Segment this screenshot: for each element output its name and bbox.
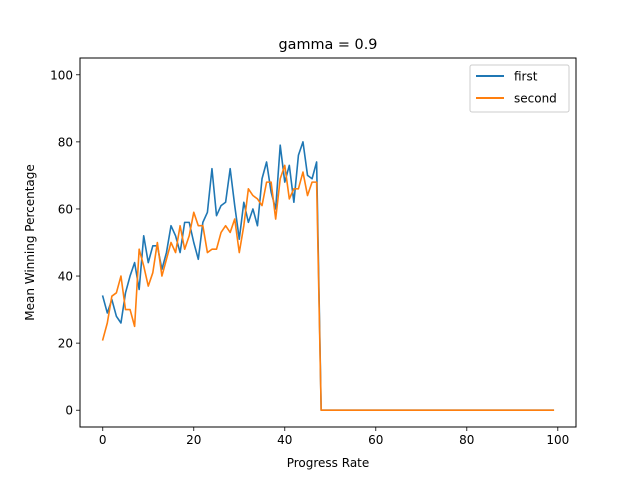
x-axis: 0 20 40 60 80 100 [99, 427, 569, 447]
y-tick-label: 80 [58, 135, 73, 149]
x-tick-label: 80 [459, 433, 474, 447]
legend-label-first: first [514, 70, 538, 84]
x-tick-label: 100 [546, 433, 569, 447]
plot-area [79, 57, 577, 428]
legend-label-second: second [514, 92, 557, 106]
y-axis: 0 20 40 60 80 100 [50, 68, 80, 418]
x-tick-label: 0 [99, 433, 107, 447]
x-tick-label: 20 [186, 433, 201, 447]
legend: first second [469, 64, 570, 113]
y-tick-label: 0 [65, 404, 73, 418]
plot-frame [79, 57, 577, 428]
series-line-second [101, 164, 555, 412]
y-tick-label: 40 [58, 270, 73, 284]
y-tick-label: 60 [58, 202, 73, 216]
series-layer [101, 141, 555, 412]
y-axis-label: Mean Winning Percentage [23, 164, 37, 321]
y-tick-label: 20 [58, 337, 73, 351]
x-axis-label: Progress Rate [287, 456, 370, 470]
x-tick-label: 40 [277, 433, 292, 447]
y-tick-label: 100 [50, 68, 73, 82]
x-tick-label: 60 [368, 433, 383, 447]
chart-title: gamma = 0.9 [279, 37, 378, 53]
